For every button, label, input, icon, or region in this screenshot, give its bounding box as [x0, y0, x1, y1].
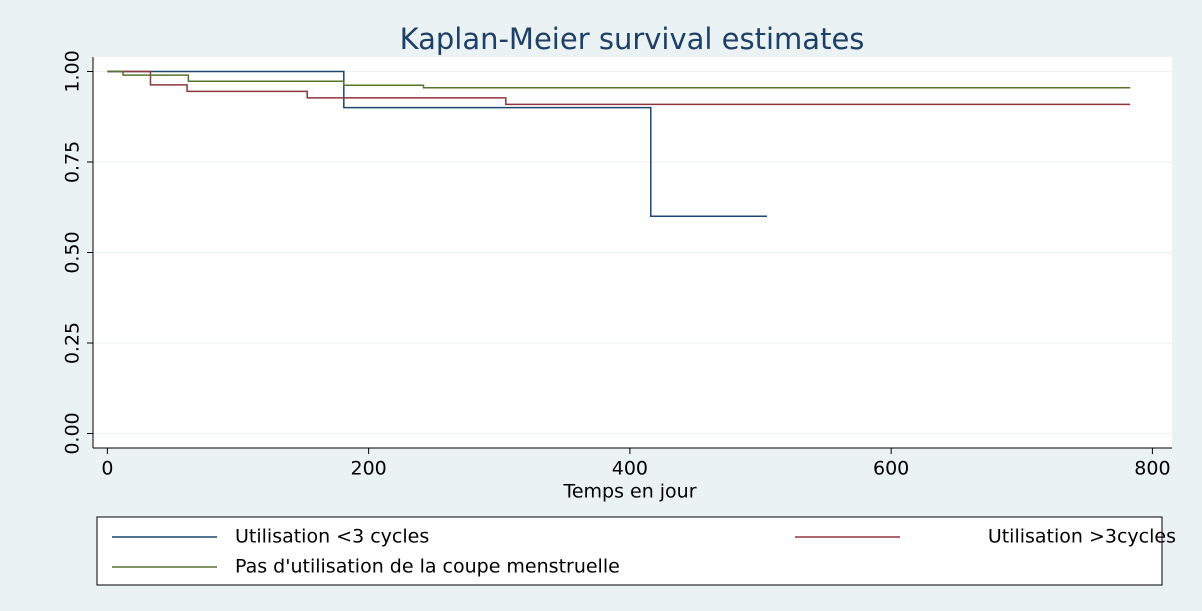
y-tick-label: 0.75 [62, 141, 84, 183]
legend-label: Pas d'utilisation de la coupe menstruell… [235, 556, 620, 578]
y-tick-label: 0.25 [62, 322, 84, 364]
y-tick-label: 0.00 [62, 412, 84, 454]
legend-box [96, 516, 1163, 586]
y-tick-label: 1.00 [62, 50, 84, 92]
x-axis-title: Temps en jour [562, 481, 696, 503]
km-curve [107, 70, 1131, 106]
x-tick-label: 400 [612, 458, 648, 480]
chart-title: Kaplan-Meier survival estimates [400, 22, 865, 56]
x-tick-label: 600 [873, 458, 909, 480]
km-curve [107, 70, 1131, 89]
x-tick-label: 0 [101, 458, 113, 480]
x-tick-label: 200 [350, 458, 386, 480]
y-tick-label: 0.50 [62, 231, 84, 273]
legend-label: Utilisation >3cycles [988, 526, 1176, 548]
legend-label: Utilisation <3 cycles [235, 526, 429, 548]
x-tick-label: 800 [1134, 458, 1170, 480]
km-curve [107, 70, 768, 218]
